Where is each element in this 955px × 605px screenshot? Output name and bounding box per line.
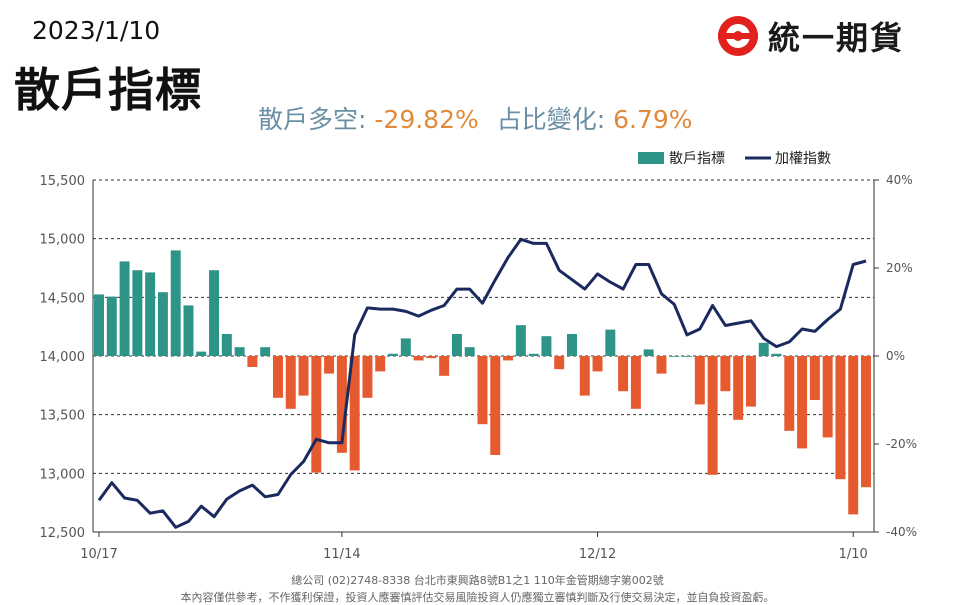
legend: 散戶指標 加權指數 bbox=[638, 151, 831, 167]
logo-text: 統一期貨 bbox=[768, 19, 905, 57]
retail-bar bbox=[669, 356, 680, 357]
left-axis-tick-label: 15,500 bbox=[40, 174, 86, 189]
x-axis-tick-label: 1/10 bbox=[839, 547, 868, 562]
legend-label-retail: 散戶指標 bbox=[669, 151, 725, 167]
retail-bar bbox=[349, 356, 360, 471]
left-axis-tick-label: 14,500 bbox=[40, 291, 86, 306]
retail-bar bbox=[720, 356, 731, 392]
retail-bar bbox=[541, 336, 552, 356]
retail-bar bbox=[209, 270, 220, 356]
left-axis-tick-label: 14,000 bbox=[40, 350, 86, 365]
summary-line: 散戶多空: -29.82% 占比變化: 6.79% bbox=[258, 100, 693, 136]
retail-bar bbox=[375, 356, 386, 372]
legend-swatch-retail bbox=[638, 152, 664, 164]
retail-bar bbox=[400, 338, 411, 356]
retail-bar bbox=[809, 356, 820, 400]
retail-bar bbox=[388, 353, 399, 356]
retail-bar bbox=[579, 356, 590, 396]
summary-label-change: 占比變化: bbox=[496, 105, 606, 134]
retail-bar bbox=[272, 356, 283, 398]
report-date: 2023/1/10 bbox=[32, 16, 161, 45]
right-axis-tick-label: 0% bbox=[886, 349, 905, 363]
retail-bar bbox=[234, 347, 245, 356]
retail-bar bbox=[311, 356, 322, 473]
retail-bar bbox=[145, 272, 156, 356]
retail-bar bbox=[221, 334, 232, 356]
retail-bar bbox=[362, 356, 373, 398]
right-axis-tick-label: 20% bbox=[886, 261, 913, 275]
retail-bar bbox=[515, 325, 526, 356]
right-axis-tick-label: -20% bbox=[886, 437, 917, 451]
retail-bar bbox=[183, 305, 194, 356]
retail-bar bbox=[285, 356, 296, 409]
retail-bar bbox=[426, 356, 437, 359]
x-axis-tick-label: 12/12 bbox=[579, 547, 616, 562]
retail-bar bbox=[451, 334, 462, 356]
retail-bar bbox=[707, 356, 718, 475]
retail-indicator-bars bbox=[94, 250, 871, 515]
retail-bar bbox=[298, 356, 309, 396]
retail-bar bbox=[797, 356, 808, 449]
retail-bar bbox=[656, 356, 667, 374]
retail-bar bbox=[784, 356, 795, 431]
logo-mark-icon bbox=[718, 16, 758, 56]
retail-bar bbox=[861, 356, 871, 488]
retail-bar bbox=[260, 347, 271, 356]
x-axis-tick-label: 10/17 bbox=[80, 547, 117, 562]
taiex-line bbox=[97, 237, 867, 529]
retail-bar bbox=[106, 296, 117, 356]
retail-bar bbox=[745, 356, 756, 407]
left-axis-tick-label: 15,000 bbox=[40, 233, 86, 248]
retail-bar bbox=[94, 294, 104, 356]
retail-bar bbox=[132, 270, 143, 356]
retail-bar bbox=[771, 353, 782, 356]
right-axis-tick-label: 40% bbox=[886, 173, 913, 187]
taiex-line-path bbox=[97, 237, 867, 529]
retail-bar bbox=[848, 356, 859, 515]
retail-bar bbox=[733, 356, 744, 420]
left-axis-tick-label: 13,500 bbox=[40, 409, 86, 424]
retail-bar bbox=[605, 329, 616, 356]
page-title: 散戶指標 bbox=[14, 63, 202, 117]
left-axis-tick-label: 12,500 bbox=[40, 526, 86, 541]
retail-bar bbox=[822, 356, 833, 438]
retail-bar bbox=[630, 356, 641, 409]
retail-bar bbox=[758, 342, 769, 356]
axes: 12,500 13,000 13,500 14,000 14,500 15,000 15,5… bbox=[40, 173, 918, 562]
right-axis-tick-label: -40% bbox=[886, 525, 917, 539]
retail-bar bbox=[247, 356, 258, 367]
retail-bar bbox=[835, 356, 846, 480]
retail-bar bbox=[618, 356, 629, 392]
retail-bar bbox=[336, 356, 347, 453]
retail-bar bbox=[119, 261, 130, 356]
retail-bar bbox=[528, 353, 539, 356]
legend-label-index: 加權指數 bbox=[775, 151, 831, 167]
retail-bar bbox=[439, 356, 450, 376]
retail-bar bbox=[464, 347, 475, 356]
retail-bar bbox=[170, 250, 181, 356]
retail-bar bbox=[157, 292, 168, 356]
retail-bar bbox=[324, 356, 335, 374]
summary-value-retail: -29.82% bbox=[374, 105, 479, 134]
retail-bar bbox=[413, 356, 424, 361]
retail-bar bbox=[592, 356, 603, 372]
retail-bar bbox=[554, 356, 565, 370]
left-axis-tick-label: 13,000 bbox=[40, 467, 86, 482]
retail-bar bbox=[196, 351, 207, 356]
retail-bar bbox=[477, 356, 488, 425]
retail-bar bbox=[566, 334, 577, 356]
retail-bar bbox=[694, 356, 705, 405]
footer-disclaimer: 本內容僅供參考，不作獲利保證，投資人應審慎評估交易風險投資人仍應獨立審慎判斷及行… bbox=[180, 591, 775, 604]
retail-bar bbox=[682, 356, 693, 357]
retail-bar bbox=[503, 356, 514, 361]
x-axis-tick-label: 11/14 bbox=[323, 547, 360, 562]
retail-bar bbox=[490, 356, 501, 455]
company-logo: 統一期貨 bbox=[716, 14, 904, 58]
summary-value-change: 6.79% bbox=[613, 105, 693, 134]
footer-company-info: 總公司 (02)2748-8338 台北市東興路8號B1之1 110年金管期總字… bbox=[291, 574, 664, 587]
retail-bar bbox=[643, 349, 654, 356]
summary-label-retail: 散戶多空: bbox=[258, 105, 367, 134]
